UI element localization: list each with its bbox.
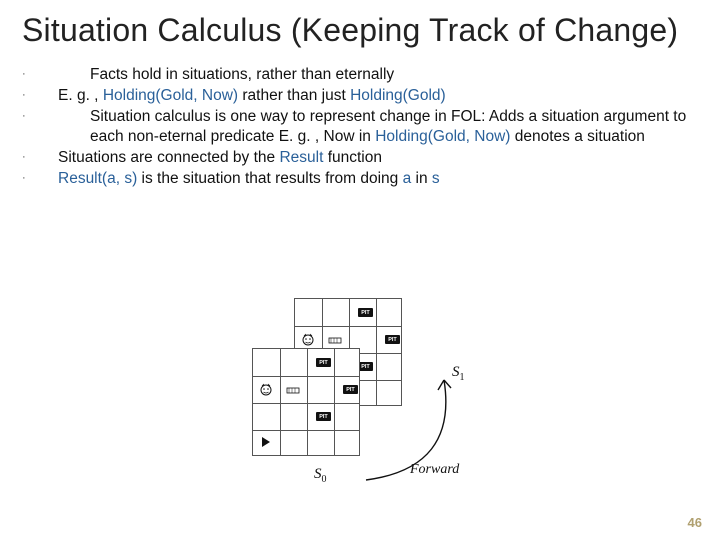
slide: Situation Calculus (Keeping Track of Cha… bbox=[0, 0, 720, 540]
agent-icon bbox=[262, 437, 270, 447]
bullet-text: E. g. , Holding(Gold, Now) rather than j… bbox=[46, 86, 698, 106]
bullet-item: · Facts hold in situations, rather than … bbox=[22, 65, 698, 85]
bullet-text-tail: function bbox=[323, 149, 382, 166]
s1-label: S1 bbox=[452, 364, 465, 383]
bullet-text-pre: E. g. , bbox=[58, 87, 103, 104]
s1-letter: S bbox=[452, 364, 460, 380]
wumpus-icon bbox=[301, 332, 315, 346]
situation-diagram: PIT PIT PIT bbox=[252, 298, 496, 494]
bullet-text-pre: Situations are connected by the bbox=[58, 149, 279, 166]
bullet-text-tail2: in bbox=[411, 170, 432, 187]
gold-icon bbox=[286, 385, 300, 395]
bullet-dot-icon: · bbox=[22, 148, 46, 165]
bullet-text-tail: denotes a situation bbox=[510, 128, 644, 145]
bullet-text-tail-emph2: s bbox=[432, 170, 440, 187]
bullet-text-tail-emph: a bbox=[403, 170, 412, 187]
gold-icon bbox=[328, 335, 342, 345]
bullet-text: Facts hold in situations, rather than et… bbox=[46, 65, 698, 85]
bullet-dot-icon: · bbox=[22, 107, 46, 124]
pit-label: PIT bbox=[385, 335, 400, 344]
s0-letter: S bbox=[314, 466, 322, 482]
bullet-list: · Facts hold in situations, rather than … bbox=[22, 65, 698, 190]
bullet-text: Situations are connected by the Result f… bbox=[46, 148, 698, 168]
bullet-text-emph: Result(a, s) bbox=[58, 170, 137, 187]
forward-label: Forward bbox=[410, 462, 459, 478]
pit-label: PIT bbox=[316, 412, 331, 421]
bullet-dot-icon: · bbox=[22, 86, 46, 103]
bullet-item: · Result(a, s) is the situation that res… bbox=[22, 169, 698, 189]
bullet-text: Situation calculus is one way to represe… bbox=[46, 107, 698, 148]
bullet-item: · Situation calculus is one way to repre… bbox=[22, 107, 698, 148]
bullet-text-post: rather than just bbox=[238, 87, 350, 104]
wumpus-icon bbox=[259, 382, 273, 396]
s0-sub: 0 bbox=[322, 474, 327, 485]
s0-label: S0 bbox=[314, 466, 327, 485]
bullet-text-post: is the situation that results from doing bbox=[137, 170, 402, 187]
bullet-text-emph: Holding(Gold, Now) bbox=[103, 87, 238, 104]
bullet-text-tail: Holding(Gold) bbox=[350, 87, 446, 104]
bullet-text-emph: Holding(Gold, Now) bbox=[375, 128, 510, 145]
bullet-text: Result(a, s) is the situation that resul… bbox=[46, 169, 698, 189]
bullet-text-emph: Result bbox=[279, 149, 323, 166]
bullet-item: · Situations are connected by the Result… bbox=[22, 148, 698, 168]
page-number: 46 bbox=[688, 515, 702, 530]
pit-label: PIT bbox=[316, 358, 331, 367]
bullet-dot-icon: · bbox=[22, 169, 46, 186]
bullet-item: · E. g. , Holding(Gold, Now) rather than… bbox=[22, 86, 698, 106]
bullet-dot-icon: · bbox=[22, 65, 46, 82]
grid-s0: PIT PIT PIT bbox=[252, 348, 360, 456]
pit-label: PIT bbox=[358, 308, 373, 317]
slide-title: Situation Calculus (Keeping Track of Cha… bbox=[22, 12, 698, 49]
s1-sub: 1 bbox=[460, 372, 465, 383]
bullet-text-main: Facts hold in situations, rather than et… bbox=[90, 66, 394, 83]
